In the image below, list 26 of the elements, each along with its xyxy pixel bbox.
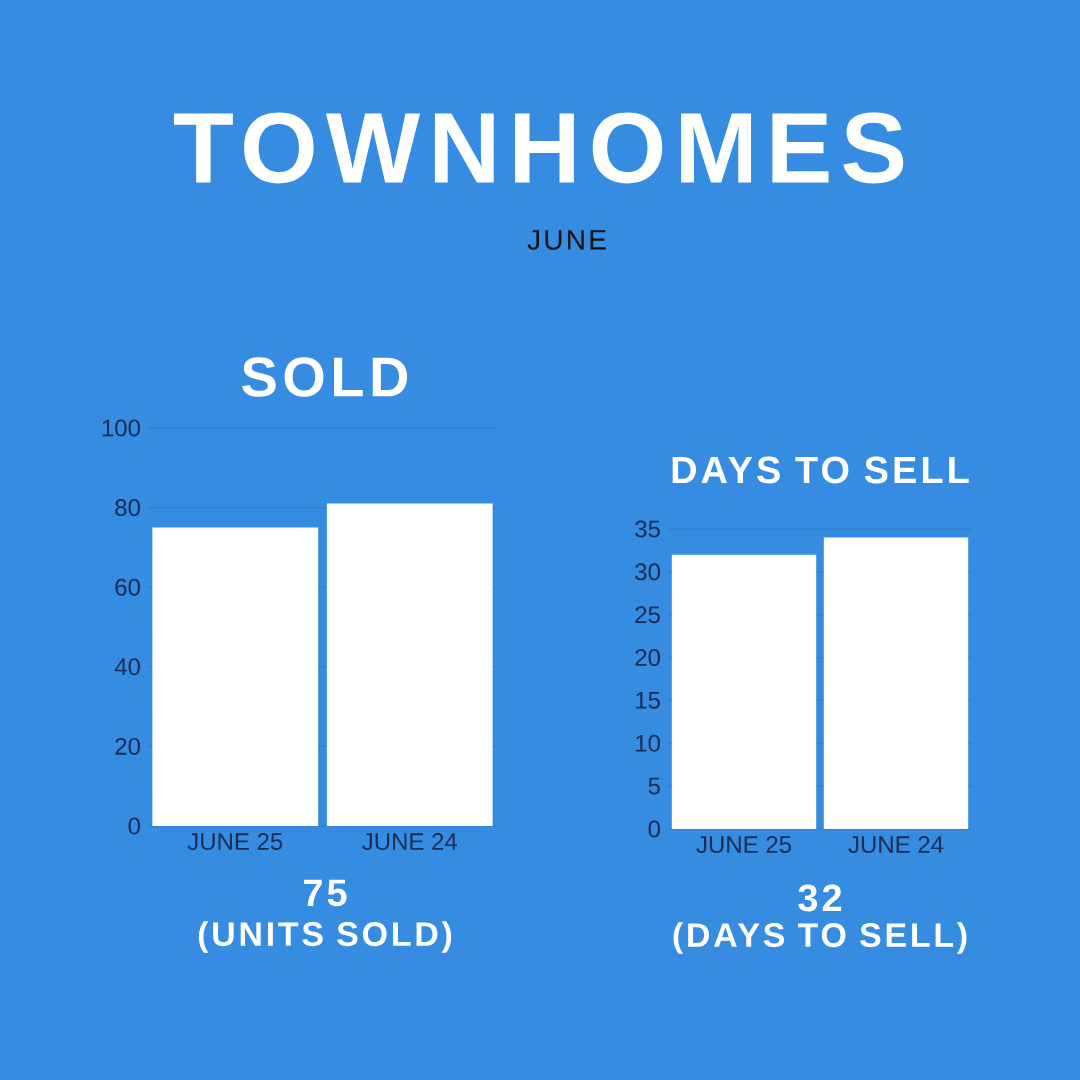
text: 75 [303,879,347,907]
y-tick-label: 40 [114,658,140,676]
y-tick-label: 20 [635,649,661,667]
y-tick-label: 100 [102,419,140,437]
y-tick-label: 0 [128,817,141,835]
x-tick-label: JUNE 25 [187,833,283,851]
text: TOWNHOMES [173,112,904,184]
chart-title: DAYS TO SELL [672,456,969,484]
y-tick-label: 35 [635,520,660,538]
y-tick-label: 60 [115,578,140,596]
y-tick-label: 0 [648,820,661,838]
x-tick-label: JUNE 25 [696,836,791,854]
chart-title: SOLD [242,357,408,397]
y-tick-label: 20 [115,737,140,755]
text: JUNE [527,230,606,250]
y-tick-label: 15 [636,692,660,709]
text: (UNITS SOLD) [198,921,452,953]
x-tick-label: JUNE 24 [362,833,458,851]
y-tick-label: 10 [636,734,661,752]
y-tick-label: 25 [635,606,660,624]
y-tick-label: 80 [115,499,140,517]
y-tick-label: 5 [648,777,660,795]
y-tick-label: 30 [635,563,661,581]
text: (DAYS TO SELL) [673,922,967,954]
text: 32 [798,884,842,912]
x-tick-label: JUNE 24 [848,836,944,854]
